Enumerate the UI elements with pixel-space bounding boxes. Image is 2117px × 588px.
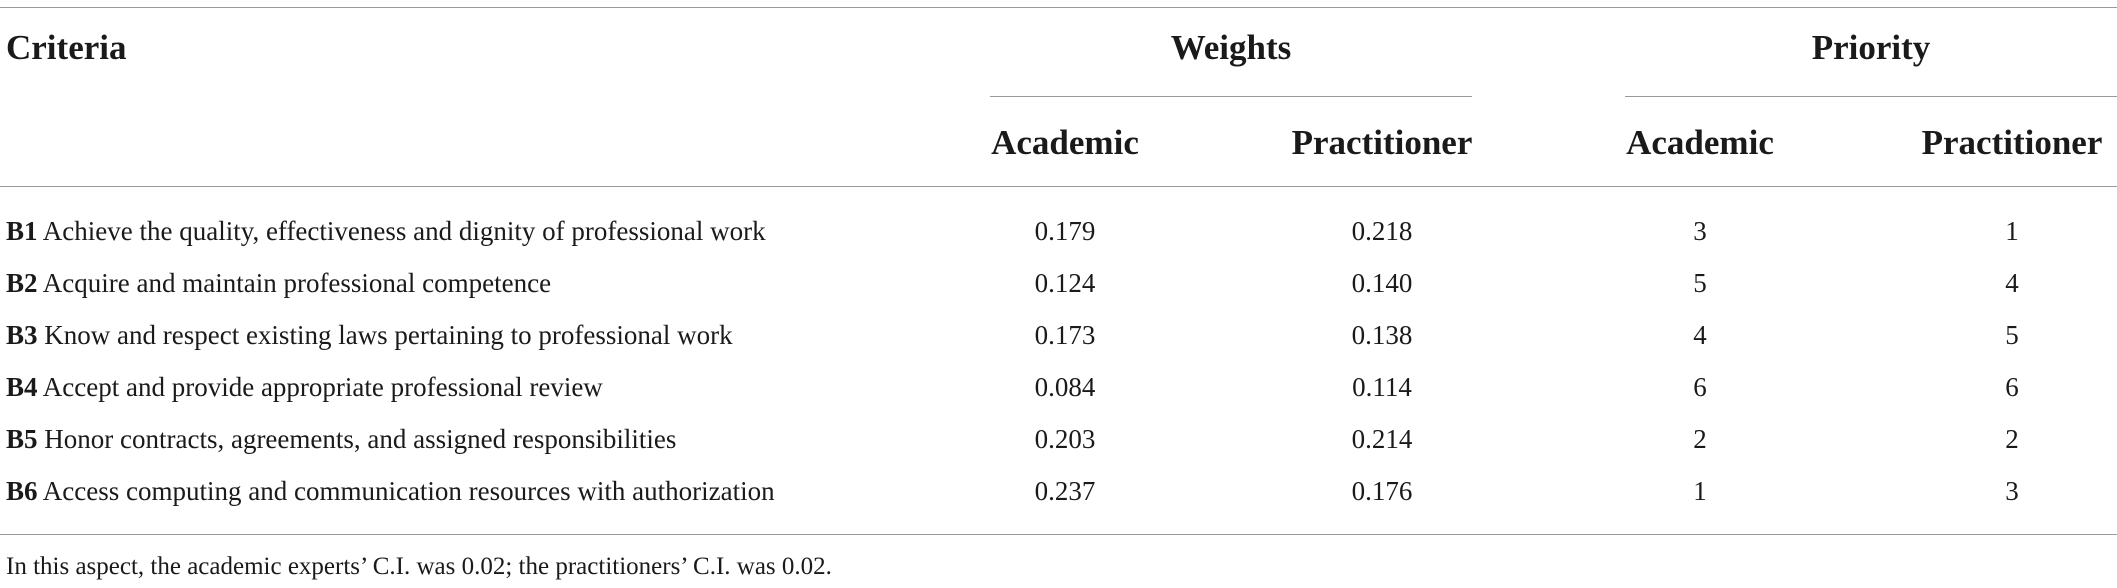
criterion-code: B5: [6, 424, 38, 454]
priority-academic-header: Academic: [1626, 123, 1774, 162]
weight-academic-cell: 0.203: [1034, 424, 1096, 454]
weight-practitioner-cell: 0.214: [1351, 424, 1413, 454]
weight-academic-cell: 0.124: [1034, 268, 1096, 298]
priority-practitioner-cell: 3: [2005, 476, 2019, 506]
priority-academic-cell: 5: [1693, 268, 1707, 298]
criterion-text: Access computing and communication resou…: [42, 476, 775, 506]
weight-academic-cell: 0.084: [1034, 372, 1096, 402]
priority-practitioner-header: Practitioner: [1921, 123, 2103, 162]
weight-practitioner-cell: 0.218: [1351, 216, 1413, 246]
table-row: B3 Know and respect existing laws pertai…: [0, 309, 2117, 361]
weight-academic-cell: 0.173: [1034, 320, 1096, 350]
table-bottom-rule: [0, 534, 2117, 535]
weights-practitioner-header: Practitioner: [1291, 123, 1473, 162]
criterion-cell: B5 Honor contracts, agreements, and assi…: [6, 413, 676, 465]
table-row: B2 Acquire and maintain professional com…: [0, 257, 2117, 309]
weight-academic-cell: 0.237: [1034, 476, 1096, 506]
priority-academic-cell: 3: [1693, 216, 1707, 246]
table-row: B4 Accept and provide appropriate profes…: [0, 361, 2117, 413]
priority-practitioner-cell: 4: [2005, 268, 2019, 298]
weight-practitioner-cell: 0.114: [1352, 372, 1412, 402]
priority-academic-cell: 2: [1693, 424, 1707, 454]
weight-practitioner-cell: 0.140: [1351, 268, 1413, 298]
criterion-cell: B1 Achieve the quality, effectiveness an…: [6, 205, 766, 257]
criterion-cell: B6 Access computing and communication re…: [6, 465, 775, 517]
table-row: B1 Achieve the quality, effectiveness an…: [0, 205, 2117, 257]
weights-group-rule: [990, 96, 1472, 97]
priority-group-header: Priority: [1811, 28, 1931, 67]
priority-practitioner-cell: 1: [2005, 216, 2019, 246]
table-footnote: In this aspect, the academic experts’ C.…: [6, 553, 832, 580]
criteria-column-header: Criteria: [6, 28, 127, 67]
criterion-code: B1: [6, 216, 38, 246]
criterion-code: B4: [6, 372, 38, 402]
weight-academic-cell: 0.179: [1034, 216, 1096, 246]
criterion-code: B2: [6, 268, 38, 298]
criterion-text: Acquire and maintain professional compet…: [42, 268, 552, 298]
weights-academic-header: Academic: [991, 123, 1139, 162]
criterion-text: Know and respect existing laws pertainin…: [44, 320, 733, 350]
table-row: B6 Access computing and communication re…: [0, 465, 2117, 517]
priority-academic-cell: 4: [1693, 320, 1707, 350]
table-header-rule: [0, 186, 2117, 187]
priority-academic-cell: 1: [1693, 476, 1707, 506]
weight-practitioner-cell: 0.138: [1351, 320, 1413, 350]
priority-practitioner-cell: 6: [2005, 372, 2019, 402]
priority-group-rule: [1625, 96, 2117, 97]
priority-academic-cell: 6: [1693, 372, 1707, 402]
criterion-text: Achieve the quality, effectiveness and d…: [42, 216, 766, 246]
criterion-cell: B2 Acquire and maintain professional com…: [6, 257, 551, 309]
priority-practitioner-cell: 5: [2005, 320, 2019, 350]
weight-practitioner-cell: 0.176: [1351, 476, 1413, 506]
table-row: B5 Honor contracts, agreements, and assi…: [0, 413, 2117, 465]
criterion-text: Accept and provide appropriate professio…: [42, 372, 603, 402]
criterion-cell: B3 Know and respect existing laws pertai…: [6, 309, 733, 361]
table-top-rule: [0, 7, 2117, 8]
criterion-code: B6: [6, 476, 38, 506]
criterion-cell: B4 Accept and provide appropriate profes…: [6, 361, 603, 413]
weights-group-header: Weights: [1170, 28, 1292, 67]
criterion-text: Honor contracts, agreements, and assigne…: [44, 424, 677, 454]
criterion-code: B3: [6, 320, 38, 350]
priority-practitioner-cell: 2: [2005, 424, 2019, 454]
